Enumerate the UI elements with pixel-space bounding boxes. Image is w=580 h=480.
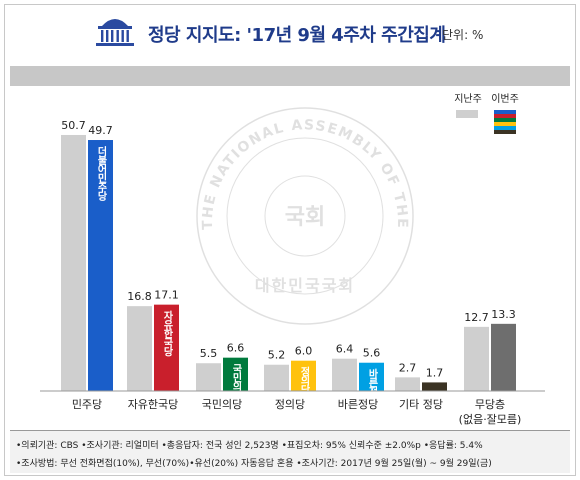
category-label: 정의당 bbox=[275, 398, 305, 411]
category-label: 무당층 bbox=[475, 398, 505, 411]
footer-line-2: •조사방법: 무선 전화면접(10%), 무선(70%)•유선(20%) 자동응… bbox=[16, 459, 492, 469]
data-label-current: 17.1 bbox=[154, 289, 179, 302]
bar-current-week bbox=[422, 382, 447, 391]
bar-current-week bbox=[88, 140, 113, 391]
bar-chart: THE NATIONAL ASSEMBLY OF THE REPUBLIC OF… bbox=[0, 86, 545, 426]
bar-prev-week bbox=[464, 326, 489, 391]
legend: 지난주 이번주 bbox=[454, 93, 519, 134]
data-label-prev: 50.7 bbox=[61, 119, 86, 132]
legend-label-prev: 지난주 bbox=[454, 93, 482, 105]
category-label: 국민의당 bbox=[202, 398, 242, 411]
category-label: 민주당 bbox=[72, 398, 102, 411]
legend-swatch-prev bbox=[456, 110, 478, 118]
category-label: 바른정당 bbox=[338, 398, 378, 411]
data-label-prev: 16.8 bbox=[127, 290, 152, 303]
legend-swatch-stripe bbox=[494, 110, 516, 114]
party-logo-text: 더불어민주당 bbox=[95, 145, 107, 202]
data-label-prev: 5.2 bbox=[268, 349, 286, 362]
data-label-current: 13.3 bbox=[491, 308, 516, 321]
data-label-current: 49.7 bbox=[88, 124, 113, 137]
data-label-prev: 6.4 bbox=[336, 343, 354, 356]
legend-swatch-stripe bbox=[494, 126, 516, 130]
bar-prev-week bbox=[61, 134, 86, 391]
footer-line-1: •의뢰기관: CBS •조사기관: 리얼미터 •총응답자: 전국 성인 2,52… bbox=[16, 441, 483, 451]
chart-title: 정당 지지도: '17년 9월 4주차 주간집계 bbox=[148, 25, 446, 46]
data-label-current: 6.0 bbox=[295, 345, 313, 358]
bar-prev-week bbox=[127, 306, 152, 391]
bar-prev-week bbox=[264, 364, 289, 391]
party-logo-text: 바른정당 bbox=[366, 368, 378, 407]
bar-current-week bbox=[491, 323, 516, 391]
bar-current-week bbox=[359, 362, 384, 391]
data-label-current: 6.6 bbox=[227, 342, 245, 355]
data-label-current: 1.7 bbox=[426, 366, 444, 379]
chart-frame bbox=[4, 4, 576, 476]
title-divider-bar bbox=[10, 66, 570, 86]
legend-swatch-stripe bbox=[494, 118, 516, 122]
data-label-current: 5.6 bbox=[363, 347, 381, 360]
bar-prev-week bbox=[395, 377, 420, 391]
legend-label-current: 이번주 bbox=[491, 93, 519, 105]
legend-swatch-stripe bbox=[494, 114, 516, 118]
category-label: 자유한국당 bbox=[128, 398, 179, 411]
data-label-prev: 12.7 bbox=[464, 311, 489, 324]
bar-prev-week bbox=[196, 363, 221, 391]
party-logo-text: 정의당 bbox=[298, 366, 310, 396]
party-logo-text: 자유한국당 bbox=[161, 309, 173, 357]
watermark-bottom-text: 대한민국국회 bbox=[255, 276, 355, 295]
data-label-prev: 5.5 bbox=[200, 347, 218, 360]
bar-current-week bbox=[291, 360, 316, 391]
chart-header: 정당 지지도: '17년 9월 4주차 주간집계 단위: % bbox=[0, 14, 580, 54]
party-logo-text: 국민의당 bbox=[230, 363, 242, 401]
national-assembly-icon bbox=[96, 19, 134, 46]
bar-current-week bbox=[154, 304, 179, 391]
bar-prev-week bbox=[332, 358, 357, 391]
legend-swatch-stripe bbox=[494, 130, 516, 134]
category-label: 기타 정당 bbox=[399, 398, 443, 411]
legend-swatch-current bbox=[494, 110, 516, 134]
watermark-center-text: 국회 bbox=[285, 205, 325, 230]
legend-swatch-stripe bbox=[494, 122, 516, 126]
unit-label: 단위: % bbox=[442, 28, 484, 42]
survey-info-footer: •의뢰기관: CBS •조사기관: 리얼미터 •총응답자: 전국 성인 2,52… bbox=[10, 430, 570, 473]
bar-current-week bbox=[223, 357, 248, 391]
data-label-prev: 2.7 bbox=[399, 361, 417, 374]
category-sublabel: (없음·잘모름) bbox=[459, 413, 522, 426]
